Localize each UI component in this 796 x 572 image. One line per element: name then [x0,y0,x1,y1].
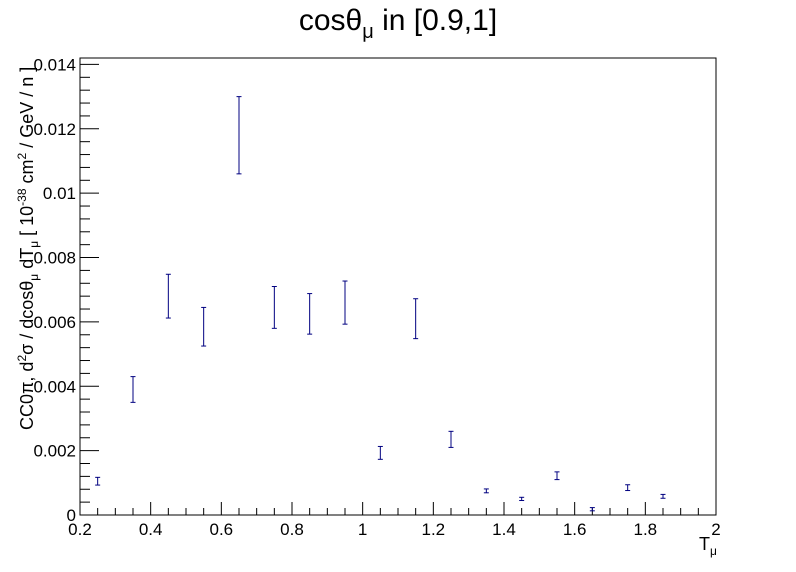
data-point [95,476,101,486]
data-point [342,280,348,325]
title-subscript: μ [362,21,374,43]
data-point [483,488,489,494]
data-point [413,298,419,340]
x-tick-label: 1.8 [634,520,658,539]
ylabel-part-c: σ / dcosθ [17,281,37,355]
ylabel-part-j: 2 [15,152,29,159]
ylabel-part-i: cm [17,159,37,188]
ylabel-part-d: μ [27,274,41,281]
title-rest: in [0.9,1] [374,4,497,37]
y-tick-label: 0 [67,506,76,525]
y-axis: 0 0.002 0.004 0.006 0.008 0.01 0.012 0.014 [33,55,99,525]
y-tick-label: 0.006 [33,313,76,332]
data-point [448,430,454,448]
x-tick-label: 0.6 [210,520,234,539]
data-point [554,471,560,481]
data-point [660,493,666,499]
data-point [165,273,171,319]
data-points [95,96,666,512]
data-point [377,445,383,460]
ylabel-part-e: dT [17,248,37,274]
x-tick-label: 1 [358,520,367,539]
x-axis-label: Tμ [699,534,717,558]
chart-title: cosθμ in [0.9,1] [299,4,497,43]
x-tick-label: 1.4 [492,520,516,539]
data-point [589,507,595,512]
data-point [307,293,313,335]
data-point [271,286,277,329]
ylabel-part-h: -38 [15,188,29,206]
x-tick-label: 1.2 [422,520,446,539]
y-tick-label: 0.012 [33,120,76,139]
y-axis-label: CC0π, d2σ / dcosθμ dTμ [ 10-38 cm2 / GeV… [15,67,41,430]
data-point [519,496,525,502]
ylabel-part-k: / GeV / n ] [17,67,37,153]
x-tick-label: 0.2 [68,520,92,539]
ylabel-part-b: 2 [15,355,29,362]
x-axis: 0.2 0.4 0.6 0.8 1 1.2 1.4 1.6 1.8 2 [68,502,721,539]
title-main: cosθ [299,4,362,37]
x-tick-label: 1.6 [563,520,587,539]
x-tick-label: 0.8 [280,520,304,539]
ylabel-part-f: μ [27,241,41,248]
data-point [130,376,136,403]
x-tick-label: 0.4 [139,520,163,539]
y-tick-label: 0.004 [33,377,76,396]
y-tick-label: 0.008 [33,249,76,268]
y-tick-label: 0.002 [33,442,76,461]
xlabel-subscript: μ [710,544,717,558]
data-point [625,484,631,492]
y-tick-label: 0.014 [33,55,76,74]
ylabel-part-g: [ 10 [17,206,37,241]
data-point [236,96,242,175]
ylabel-part-a: CC0π, d [17,362,37,430]
data-point [201,306,207,347]
y-tick-label: 0.01 [43,184,76,203]
x-tick-label: 2 [711,520,720,539]
xlabel-main: T [699,534,710,554]
